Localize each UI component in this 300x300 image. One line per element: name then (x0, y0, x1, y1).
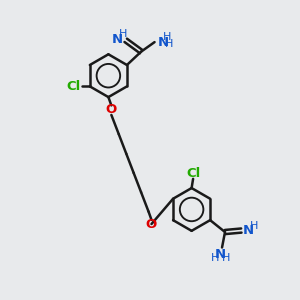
Text: H: H (118, 29, 127, 39)
Text: Cl: Cl (66, 80, 81, 93)
Text: O: O (106, 103, 117, 116)
Text: O: O (146, 218, 157, 230)
Text: N: N (112, 33, 123, 46)
Text: N: N (243, 224, 254, 237)
Text: H: H (250, 221, 258, 231)
Text: N: N (157, 36, 168, 49)
Text: H: H (163, 32, 172, 42)
Text: Cl: Cl (186, 167, 200, 180)
Text: H: H (165, 39, 174, 49)
Text: H: H (221, 253, 230, 263)
Text: N: N (215, 248, 226, 260)
Text: H: H (211, 253, 220, 263)
